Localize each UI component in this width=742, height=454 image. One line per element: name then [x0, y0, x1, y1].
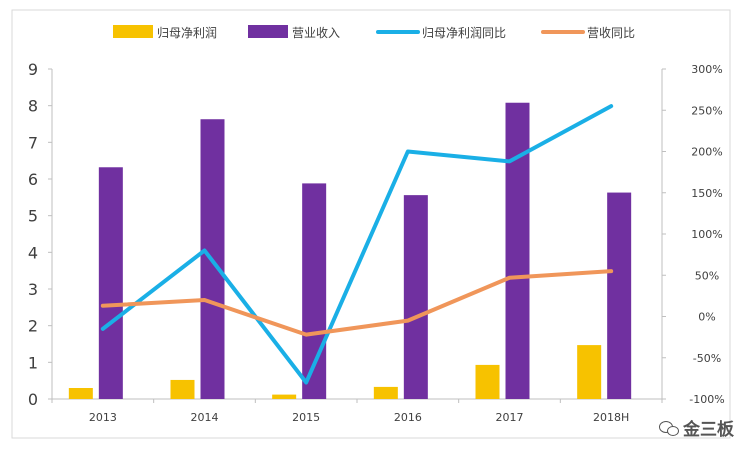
right-tick-label: 250% — [691, 104, 722, 117]
left-tick-label: 9 — [28, 60, 38, 79]
right-tick-label: 50% — [695, 269, 719, 282]
left-tick-label: 8 — [28, 97, 38, 116]
left-tick-label: 5 — [28, 207, 38, 226]
legend-swatch — [248, 25, 288, 38]
left-tick-label: 4 — [28, 243, 38, 262]
right-tick-label: 200% — [691, 146, 722, 159]
right-tick-label: -50% — [693, 352, 721, 365]
watermark-text: 金三板 — [683, 415, 734, 440]
left-tick-label: 3 — [28, 280, 38, 299]
right-tick-label: 100% — [691, 228, 722, 241]
bar-revenue — [607, 193, 631, 399]
wechat-icon — [659, 420, 679, 436]
bar-revenue — [99, 167, 123, 399]
right-tick-label: 150% — [691, 187, 722, 200]
legend-swatch — [113, 25, 153, 38]
x-tick-label: 2013 — [89, 411, 117, 424]
bar-net-profit — [171, 380, 195, 399]
x-tick-label: 2018H — [593, 411, 629, 424]
bar-net-profit — [374, 387, 398, 399]
x-tick-label: 2016 — [394, 411, 422, 424]
bar-revenue — [506, 103, 530, 399]
left-tick-label: 0 — [28, 390, 38, 409]
right-tick-label: 0% — [698, 311, 715, 324]
bar-revenue — [404, 195, 428, 399]
left-tick-label: 6 — [28, 170, 38, 189]
left-tick-label: 1 — [28, 353, 38, 372]
x-tick-label: 2015 — [292, 411, 320, 424]
right-tick-label: -100% — [689, 393, 724, 406]
right-tick-label: 300% — [691, 63, 722, 76]
bar-net-profit — [69, 388, 93, 399]
legend-label: 归母净利润同比 — [422, 26, 506, 40]
bar-net-profit — [476, 365, 500, 399]
legend-label: 营收同比 — [587, 26, 635, 40]
x-tick-label: 2017 — [496, 411, 524, 424]
legend-label: 归母净利润 — [157, 26, 217, 40]
bar-net-profit — [577, 345, 601, 399]
bar-net-profit — [272, 395, 296, 399]
left-tick-label: 7 — [28, 133, 38, 152]
left-tick-label: 2 — [28, 317, 38, 336]
watermark: 金三板 — [659, 415, 734, 440]
legend-label: 营业收入 — [292, 26, 340, 40]
x-tick-label: 2014 — [191, 411, 219, 424]
